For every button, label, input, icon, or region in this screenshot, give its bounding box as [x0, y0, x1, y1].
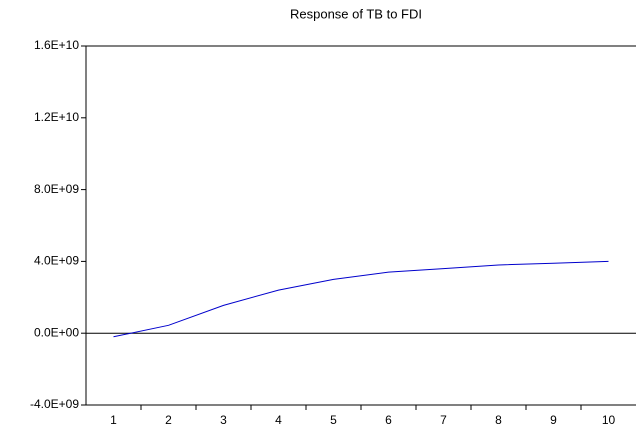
x-tick-label: 6	[385, 413, 392, 427]
x-tick-label: 7	[440, 413, 447, 427]
x-tick-label: 5	[330, 413, 337, 427]
x-tick-label: 10	[602, 413, 616, 427]
chart-title: Response of TB to FDI	[290, 6, 422, 21]
x-tick-label: 1	[110, 413, 117, 427]
y-tick-label: 0.0E+00	[34, 325, 79, 339]
x-tick-label: 3	[220, 413, 227, 427]
y-tick-label: 1.6E+10	[34, 38, 79, 52]
x-tick-label: 4	[275, 413, 282, 427]
series-line	[113, 260, 609, 338]
y-tick-label: 1.2E+10	[34, 110, 79, 124]
y-tick-label: 4.0E+09	[34, 254, 79, 268]
x-tick-label: 2	[165, 413, 172, 427]
y-tick-label: -4.0E+09	[30, 397, 79, 411]
x-tick-label: 8	[495, 413, 502, 427]
y-tick-label: 8.0E+09	[34, 182, 79, 196]
x-tick-label: 9	[550, 413, 557, 427]
